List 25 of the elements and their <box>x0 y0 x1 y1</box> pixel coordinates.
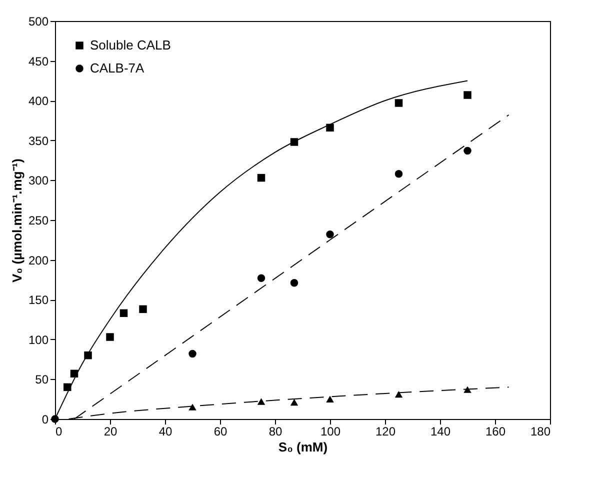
y-tick-label: 150 <box>28 293 49 308</box>
y-tick-label: 50 <box>35 372 49 387</box>
legend-label: CALB-7A <box>90 60 145 76</box>
x-tick-label: 80 <box>268 424 282 438</box>
x-tick-label: 160 <box>485 424 506 438</box>
y-tick-label: 300 <box>28 174 49 188</box>
y-tick-label: 450 <box>28 54 49 68</box>
y-tick-label: 200 <box>28 253 49 268</box>
x-tick-label: 20 <box>104 424 118 438</box>
x-tick-label: 40 <box>158 424 172 438</box>
y-tick-label: 400 <box>28 94 49 108</box>
y-tick-label: 250 <box>28 214 49 228</box>
y-tick-label: 350 <box>28 134 49 148</box>
y-axis-title: V₀ (µmol.min⁻¹.mg⁻¹) <box>9 158 24 282</box>
y-tick-label: 500 <box>28 14 49 28</box>
y-tick-label: 0 <box>42 412 49 426</box>
x-axis-title: S₀ (mM) <box>278 440 328 454</box>
y-tick-label: 100 <box>28 332 49 347</box>
legend-label: Soluble CALB <box>90 38 171 52</box>
x-tick-label: 180 <box>530 424 551 438</box>
x-tick-label: 0 <box>56 424 62 438</box>
x-tick-label: 60 <box>214 424 228 438</box>
x-tick-label: 120 <box>375 424 396 438</box>
x-tick-label: 140 <box>430 424 451 438</box>
x-tick-label: 100 <box>320 424 341 438</box>
